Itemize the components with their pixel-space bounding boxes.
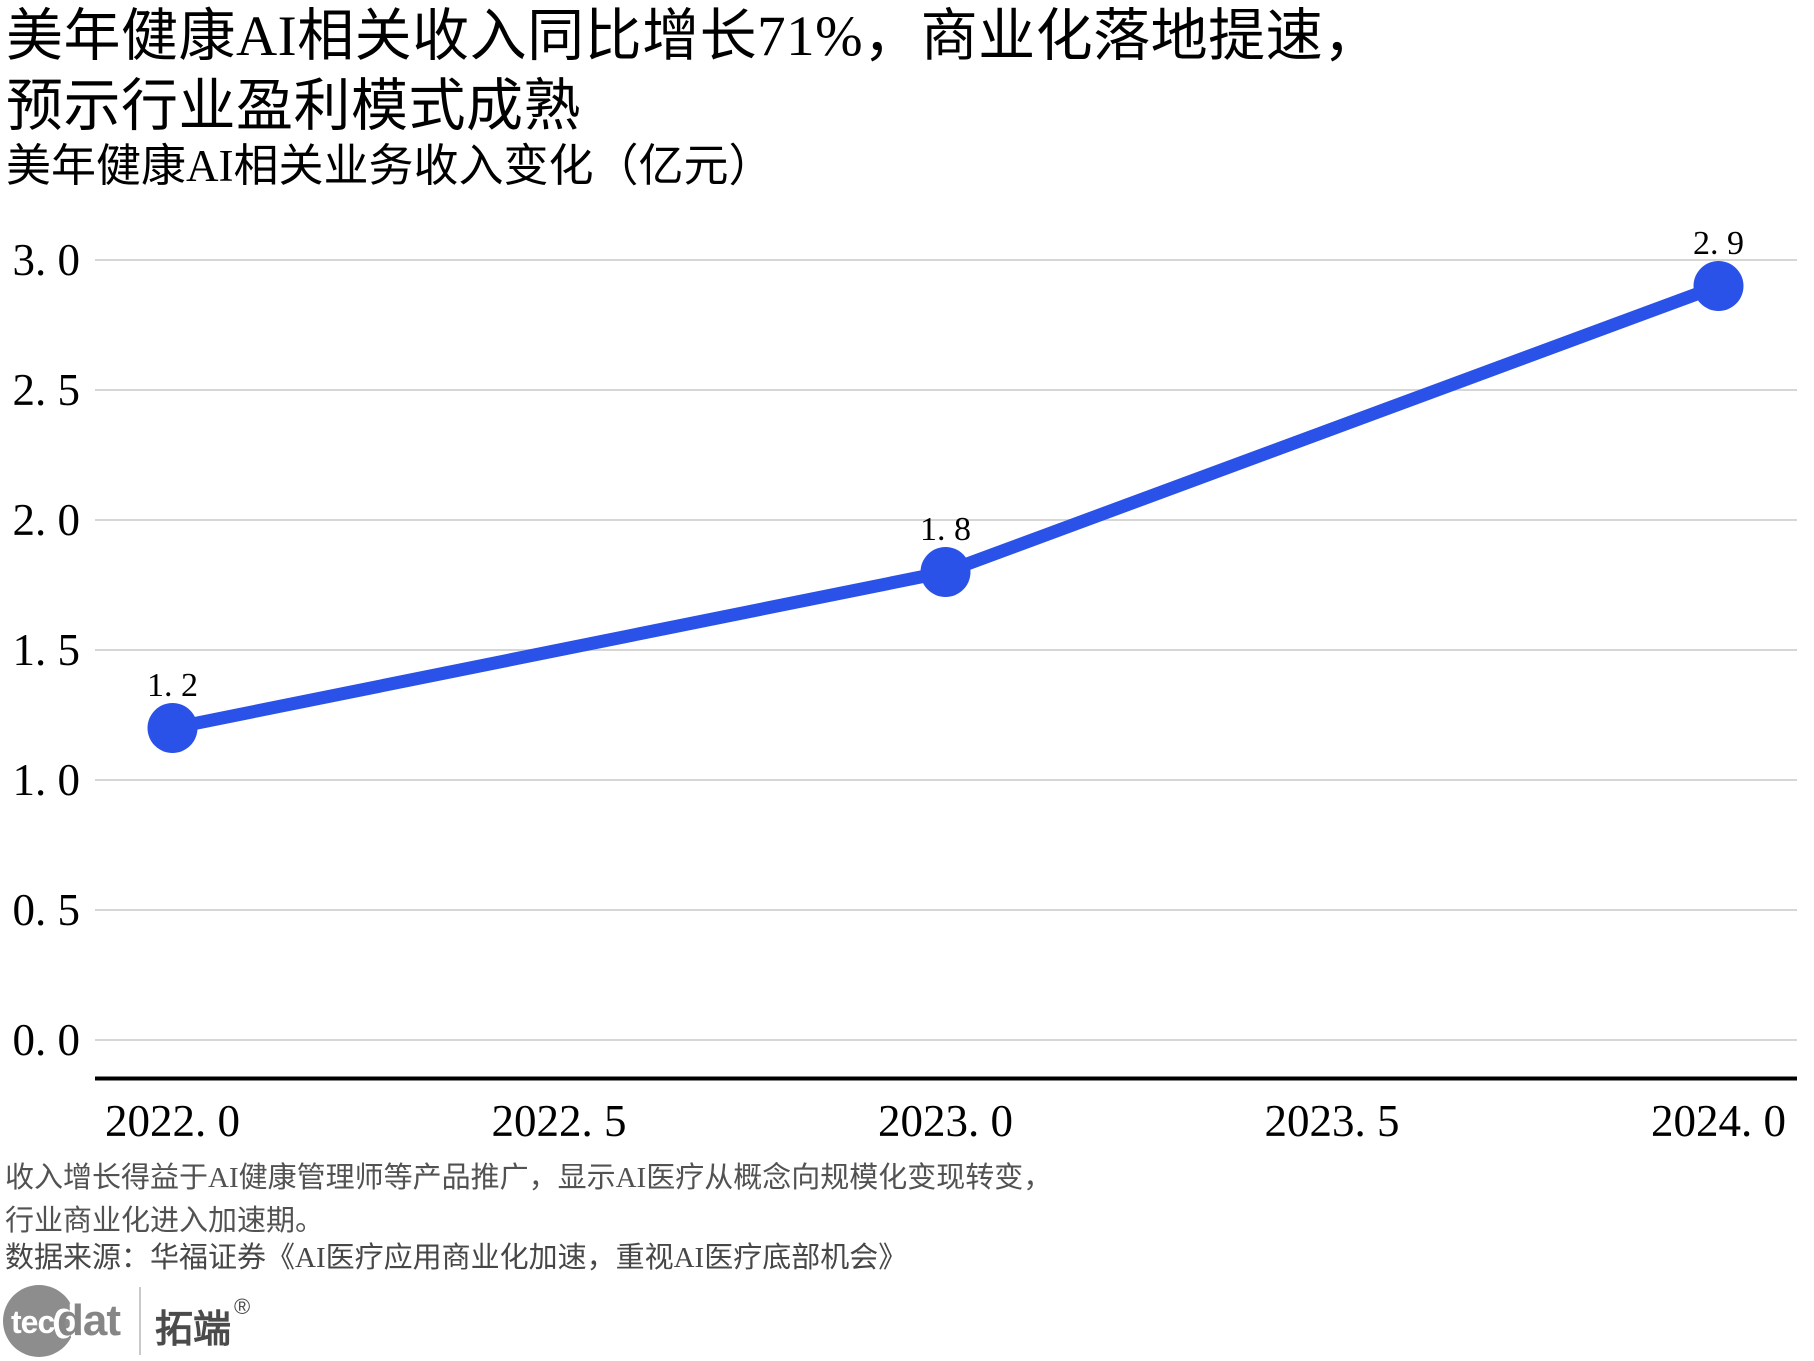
x-tick-label: 2023. 0 <box>878 1096 1013 1146</box>
data-point-marker <box>920 547 971 597</box>
data-point-label: 2. 9 <box>1693 225 1744 262</box>
tecdat-logo-circle <box>3 1285 75 1357</box>
y-tick-label: 0. 5 <box>13 885 81 935</box>
x-tick-label: 2022. 0 <box>105 1096 240 1146</box>
registered-trademark-icon: ® <box>234 1294 251 1319</box>
y-tick-label: 1. 0 <box>13 755 81 805</box>
tecdat-logo-chinese-text: 拓端 <box>155 1309 232 1351</box>
tecdat-logo-tec-text: tec <box>11 1304 55 1340</box>
y-tick-label: 0. 0 <box>13 1015 81 1065</box>
x-tick-label: 2024. 0 <box>1651 1096 1786 1146</box>
tecdat-logo-dat-text: dat <box>57 1296 121 1345</box>
x-tick-label: 2022. 5 <box>492 1096 627 1146</box>
y-tick-label: 2. 5 <box>13 365 81 415</box>
footnote-line-2: 行业商业化进入加速期。 <box>5 1205 325 1237</box>
data-source-note: 数据来源：华福证券《AI医疗应用商业化加速，重视AI医疗底部机会》 <box>5 1242 908 1274</box>
data-point-label: 1. 8 <box>920 511 971 548</box>
series-line <box>171 279 1721 735</box>
x-tick-label: 2023. 5 <box>1265 1096 1400 1146</box>
data-point-marker <box>1693 261 1744 311</box>
chart-subtitle: 美年健康AI相关业务收入变化（亿元） <box>6 141 774 191</box>
data-point-label: 1. 2 <box>147 667 198 704</box>
y-tick-label: 1. 5 <box>13 625 81 675</box>
y-tick-label: 2. 0 <box>13 495 81 545</box>
tecdat-logo: tec dat 拓端 ® <box>2 1282 432 1360</box>
chart-title-line-2: 预示行业盈利模式成熟 <box>6 75 581 138</box>
chart-title: 美年健康AI相关收入同比增长71%，商业化落地提速， 预示行业盈利模式成熟 <box>6 2 1381 142</box>
tecdat-logo-divider <box>139 1287 141 1355</box>
y-tick-label: 3. 0 <box>13 235 81 285</box>
chart-title-line-1: 美年健康AI相关收入同比增长71%，商业化落地提速， <box>6 5 1381 68</box>
data-point-marker <box>147 703 198 753</box>
footnote-line-1: 收入增长得益于AI健康管理师等产品推广，显示AI医疗从概念向规模化变现转变， <box>5 1162 1053 1194</box>
